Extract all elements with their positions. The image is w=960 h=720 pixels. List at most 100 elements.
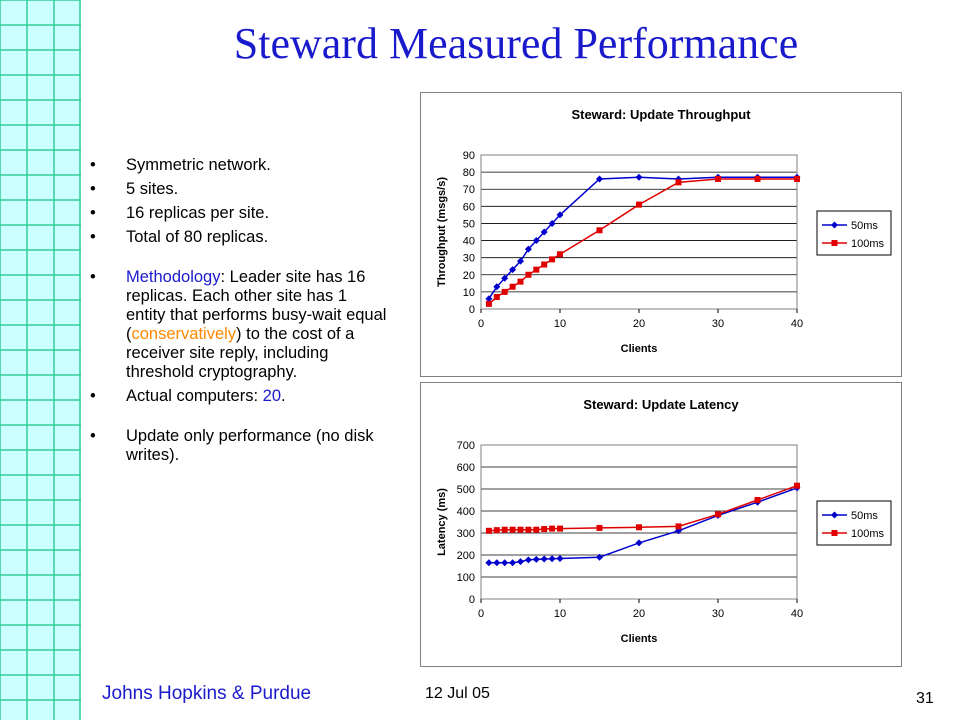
bullet-update-only: Update only performance (no disk writes)… (90, 427, 390, 465)
y-axis-label: Throughput (msgs/s) (436, 177, 448, 287)
data-point-50ms (501, 274, 509, 282)
data-point-100ms (493, 527, 500, 534)
throughput-chart-svg: Steward: Update Throughput 0 10 20 30 40 50 60 7… (436, 107, 892, 355)
series-line-100ms (488, 484, 798, 532)
legend-label: 50ms (851, 510, 878, 522)
slide-title: Steward Measured Performance (233, 19, 799, 68)
y-tick-label: 200 (457, 550, 475, 562)
data-point-100ms (541, 261, 548, 268)
x-tick-label: 10 (554, 608, 566, 620)
y-axis-label: Latency (ms) (436, 488, 448, 556)
data-point-100ms (533, 526, 540, 533)
x-tick-label: 10 (554, 318, 566, 330)
x-tick-label: 30 (712, 608, 724, 620)
data-point-100ms (557, 525, 563, 532)
data-point-100ms (636, 201, 642, 208)
methodology-text-end: ) to the cost of a receiver site reply, … (126, 325, 355, 381)
data-point-50ms (548, 219, 556, 227)
data-point-50ms (509, 559, 517, 567)
data-point-50ms (485, 559, 493, 567)
data-point-50ms (635, 539, 643, 547)
data-point-100ms (754, 175, 761, 182)
data-point-50ms (675, 527, 682, 535)
y-tick-label: 20 (463, 270, 475, 282)
legend-label: 100ms (851, 528, 885, 540)
y-tick-label: 50 (463, 218, 475, 230)
data-point-50ms (509, 266, 517, 274)
y-tick-label: 70 (463, 184, 475, 196)
series-line-50ms (488, 176, 797, 300)
data-point-100ms (485, 300, 492, 307)
data-point-50ms (485, 295, 493, 303)
series-line-100ms (488, 178, 797, 305)
bullet-total-replicas: Total of 80 replicas. (90, 228, 390, 247)
data-point-100ms (596, 227, 603, 234)
data-point-100ms (549, 525, 556, 532)
data-point-100ms (636, 524, 642, 531)
data-point-100ms (596, 524, 603, 531)
data-point-100ms (715, 511, 721, 518)
x-axis-label: Clients (621, 633, 658, 645)
bullet-replicas-per-site: 16 replicas per site. (90, 204, 390, 223)
x-tick-label: 20 (633, 318, 645, 330)
data-point-100ms (517, 278, 524, 285)
data-point-50ms (540, 555, 548, 563)
legend-box (816, 210, 892, 256)
methodology-label: Methodology (126, 268, 221, 286)
data-point-50ms (596, 553, 603, 561)
legend-marker (831, 511, 838, 519)
data-point-100ms (525, 526, 532, 533)
data-point-100ms (501, 288, 508, 295)
bullet-list: Symmetric network. 5 sites. 16 replicas … (90, 156, 390, 465)
y-tick-label: 30 (463, 253, 475, 265)
y-tick-label: 0 (469, 594, 475, 606)
data-point-100ms (501, 526, 508, 533)
x-tick-label: 40 (791, 608, 803, 620)
data-point-50ms (493, 283, 501, 291)
bullet-actual-computers: Actual computers: 20. (90, 387, 390, 406)
legend-marker (831, 240, 838, 246)
legend-label: 100ms (851, 238, 885, 250)
x-tick-label: 30 (712, 318, 724, 330)
chart-title: Steward: Update Latency (583, 397, 739, 412)
latency-chart: Steward: Update Latency 0 100 200 300 400 500 6… (420, 382, 902, 667)
data-point-100ms (509, 526, 516, 533)
y-tick-label: 40 (463, 236, 475, 248)
y-tick-label: 10 (463, 287, 475, 299)
footer-date: 12 Jul 05 (425, 685, 490, 702)
legend-box (816, 500, 892, 546)
y-tick-label: 100 (457, 572, 475, 584)
data-point-50ms (524, 245, 532, 253)
x-tick-label: 40 (791, 318, 803, 330)
y-tick-label: 60 (463, 201, 475, 213)
data-point-50ms (517, 257, 524, 265)
y-tick-label: 500 (457, 484, 475, 496)
data-point-50ms (524, 556, 532, 564)
data-point-100ms (525, 271, 532, 278)
actual-computers-label: Actual computers: (126, 387, 263, 405)
chart-title: Steward: Update Throughput (571, 107, 751, 122)
data-point-100ms (541, 526, 548, 533)
actual-computers-end: . (281, 387, 286, 405)
data-point-100ms (675, 523, 682, 530)
data-point-50ms (540, 228, 548, 236)
legend-marker (831, 221, 838, 229)
y-tick-label: 90 (463, 150, 475, 162)
legend-label: 50ms (851, 220, 878, 232)
latency-chart-svg: Steward: Update Latency01002003004005006… (436, 397, 892, 645)
y-tick-label: 600 (457, 462, 475, 474)
grid-background (0, 0, 81, 720)
y-tick-label: 80 (463, 167, 475, 179)
data-point-50ms (635, 173, 643, 181)
data-point-100ms (493, 294, 500, 301)
data-point-50ms (493, 559, 501, 567)
decorative-grid (0, 0, 81, 720)
throughput-chart: Steward: Update Throughput 0 10 20 30 40 50 60 7… (420, 92, 902, 377)
data-point-50ms (556, 211, 564, 219)
data-point-100ms (794, 482, 800, 489)
y-tick-label: 400 (457, 506, 475, 518)
plot-area (480, 444, 798, 600)
data-point-100ms (549, 256, 556, 263)
data-point-100ms (517, 526, 524, 533)
series-line-50ms (488, 487, 798, 564)
